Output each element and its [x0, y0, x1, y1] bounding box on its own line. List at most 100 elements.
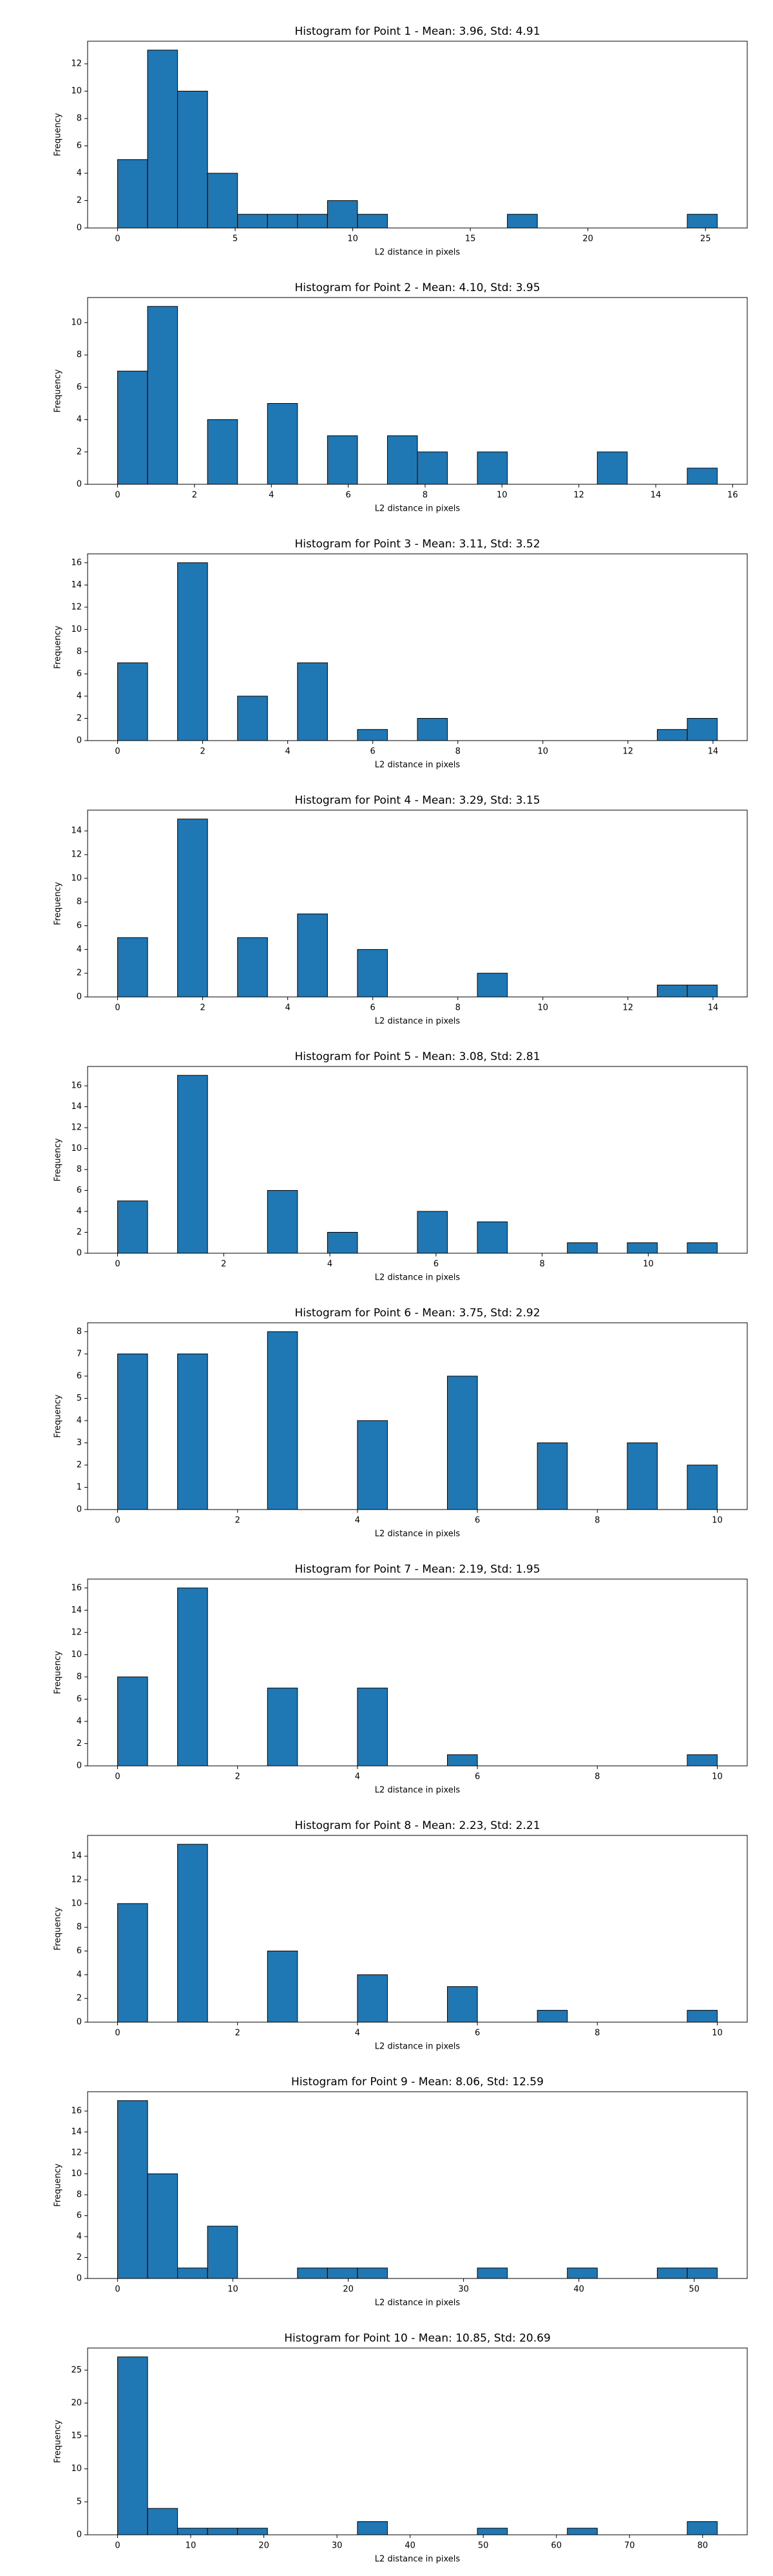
- y-tick-label: 16: [71, 2107, 82, 2116]
- bar: [386, 435, 418, 485]
- y-tick-label: 2: [77, 1739, 82, 1748]
- bar: [357, 214, 388, 229]
- y-tick-label: 8: [77, 897, 82, 907]
- x-tick-label: 4: [355, 2029, 360, 2038]
- x-tick-label: 0: [115, 1260, 120, 1269]
- plot-frame: [87, 1066, 748, 1254]
- bar: [117, 2100, 148, 2279]
- x-axis-label: L2 distance in pixels: [375, 1786, 461, 1795]
- y-tick-label: 10: [71, 2464, 82, 2474]
- x-tick-label: 2: [221, 1260, 226, 1269]
- plot-frame: [87, 1322, 748, 1510]
- bar: [447, 1376, 478, 1510]
- chart-title: Histogram for Point 5 - Mean: 3.08, Std:…: [294, 1050, 540, 1063]
- bar: [537, 1442, 568, 1510]
- bar: [207, 173, 238, 229]
- y-tick-label: 0: [77, 992, 82, 1002]
- bar: [477, 1221, 508, 1254]
- y-tick-label: 14: [71, 580, 82, 590]
- bar: [687, 214, 718, 229]
- chart-title: Histogram for Point 6 - Mean: 3.75, Std:…: [294, 1307, 540, 1320]
- plot-frame: [87, 2091, 748, 2279]
- y-tick-label: 4: [77, 945, 82, 954]
- chart-title: Histogram for Point 4 - Mean: 3.29, Std:…: [294, 794, 540, 807]
- x-tick-label: 2: [200, 1003, 205, 1013]
- y-tick-label: 6: [77, 1186, 82, 1195]
- bar: [297, 662, 328, 741]
- y-tick-label: 8: [77, 2190, 82, 2200]
- y-tick-label: 8: [77, 1327, 82, 1336]
- bar: [687, 2521, 718, 2535]
- bar: [117, 1353, 148, 1510]
- y-tick-label: 6: [77, 1371, 82, 1381]
- x-tick-label: 0: [115, 1003, 120, 1013]
- y-tick-label: 2: [77, 447, 82, 457]
- x-tick-label: 10: [537, 747, 548, 757]
- bar: [507, 214, 538, 229]
- bar: [447, 1986, 478, 2023]
- y-tick-label: 3: [77, 1438, 82, 1448]
- y-tick-label: 4: [77, 1416, 82, 1425]
- bar: [147, 2174, 178, 2279]
- x-tick-label: 4: [355, 1772, 360, 1782]
- x-tick-label: 8: [595, 1516, 600, 1526]
- y-tick-label: 8: [77, 647, 82, 656]
- bar: [656, 2268, 688, 2279]
- bar: [207, 2226, 238, 2279]
- bar: [357, 1420, 388, 1510]
- bar: [237, 937, 268, 998]
- bar: [687, 985, 718, 998]
- x-tick-label: 12: [623, 1003, 634, 1013]
- bar: [267, 1190, 298, 1254]
- chart-title: Histogram for Point 2 - Mean: 4.10, Std:…: [294, 281, 540, 294]
- y-tick-label: 10: [71, 86, 82, 96]
- x-tick-label: 12: [623, 747, 634, 757]
- bar: [687, 2268, 718, 2279]
- y-tick-label: 4: [77, 1716, 82, 1726]
- bar: [567, 2528, 598, 2535]
- x-tick-label: 4: [327, 1260, 332, 1269]
- y-tick-label: 4: [77, 2232, 82, 2242]
- bar: [177, 1075, 208, 1254]
- y-tick-label: 14: [71, 2127, 82, 2137]
- y-tick-label: 0: [77, 1505, 82, 1515]
- y-tick-label: 12: [71, 2148, 82, 2158]
- bar: [267, 1687, 298, 1766]
- y-tick-label: 8: [77, 1165, 82, 1175]
- bar: [267, 1331, 298, 1510]
- bar: [237, 214, 268, 229]
- chart-title: Histogram for Point 10 - Mean: 10.85, St…: [284, 2332, 551, 2345]
- bar: [537, 2010, 568, 2023]
- x-tick-label: 60: [551, 2541, 562, 2551]
- x-tick-label: 0: [115, 234, 120, 244]
- bar: [357, 1687, 388, 1766]
- x-tick-label: 0: [115, 1772, 120, 1782]
- chart: Histogram for Point 10 - Mean: 10.85, St…: [53, 2332, 748, 2564]
- y-axis-label: Frequency: [53, 1907, 63, 1950]
- chart: Histogram for Point 9 - Mean: 8.06, Std:…: [53, 2076, 748, 2308]
- chart: Histogram for Point 3 - Mean: 3.11, Std:…: [53, 538, 748, 770]
- y-tick-label: 7: [77, 1349, 82, 1359]
- bar: [417, 717, 448, 741]
- x-tick-label: 10: [497, 491, 508, 500]
- chart: Histogram for Point 4 - Mean: 3.29, Std:…: [53, 794, 748, 1027]
- y-tick-label: 10: [71, 2169, 82, 2179]
- bar: [177, 91, 208, 229]
- plot-frame: [87, 1578, 748, 1766]
- y-tick-label: 12: [71, 850, 82, 860]
- y-tick-label: 2: [77, 1460, 82, 1470]
- y-tick-label: 14: [71, 1102, 82, 1112]
- y-tick-label: 2: [77, 714, 82, 723]
- x-tick-label: 2: [192, 491, 197, 500]
- x-tick-label: 10: [227, 2285, 238, 2295]
- bar: [177, 562, 208, 741]
- bar: [117, 937, 148, 998]
- chart: Histogram for Point 5 - Mean: 3.08, Std:…: [53, 1050, 748, 1283]
- y-tick-label: 20: [71, 2398, 82, 2408]
- y-tick-label: 6: [77, 1694, 82, 1704]
- bar: [327, 2268, 358, 2279]
- x-tick-label: 8: [595, 1772, 600, 1782]
- y-tick-label: 14: [71, 826, 82, 836]
- y-tick-label: 16: [71, 1081, 82, 1091]
